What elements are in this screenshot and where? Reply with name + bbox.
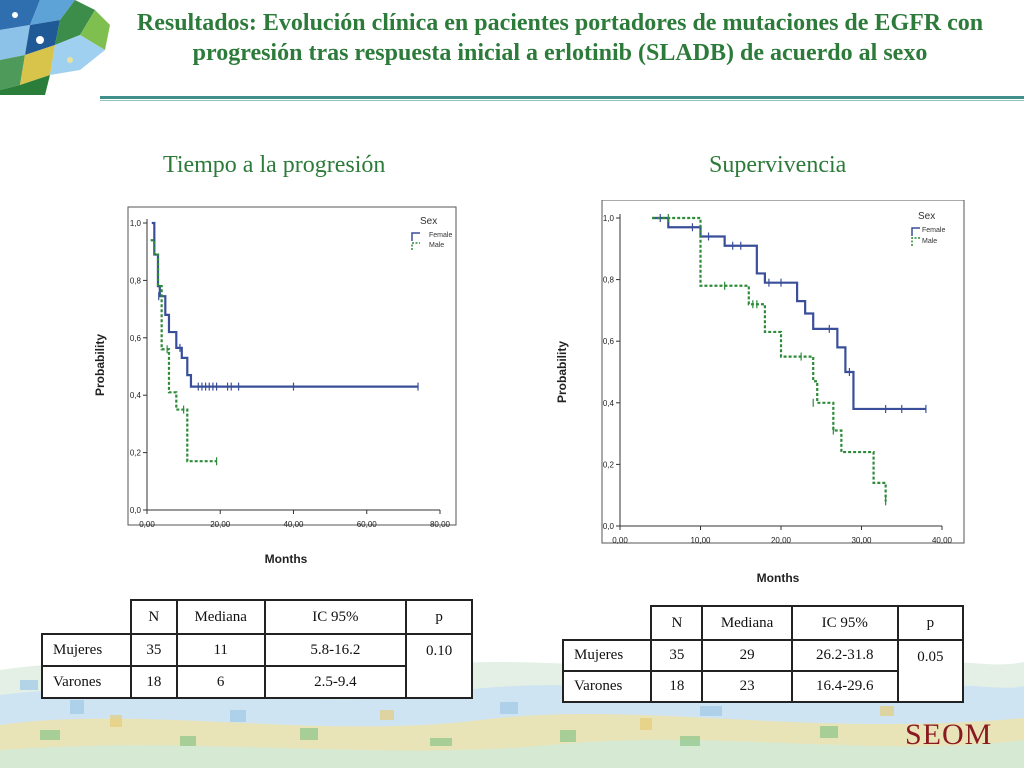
- y-tick-label: 0,0: [603, 522, 615, 531]
- page-title: Resultados: Evolución clínica en pacient…: [136, 10, 984, 66]
- cell-ci: 26.2-31.8: [790, 639, 899, 672]
- legend-swatch-female: [911, 227, 920, 236]
- row-label: Varones: [41, 665, 132, 699]
- legend-swatch-female: [411, 232, 420, 241]
- legend-title: Sex: [420, 216, 437, 227]
- header-n: N: [129, 599, 178, 635]
- y-tick-label: 1,0: [130, 219, 142, 228]
- cell-n: 35: [650, 639, 704, 672]
- y-tick-label: 1,0: [603, 214, 615, 223]
- km-chart-progression: 0,00 20,00 40,00 60,00 80,00 0,0 0,2 0,4 0,6 0,8 1…: [92, 195, 462, 575]
- table-row: Mujeres 35 29 26.2-31.8 0.05: [561, 639, 965, 703]
- stats-table-progression: N Mediana IC 95% p Mujeres 35 11 5.8-16.…: [41, 599, 473, 699]
- cell-ci: 2.5-9.4: [263, 665, 408, 699]
- row-label: Varones: [561, 670, 653, 703]
- legend-title: Sex: [918, 211, 935, 222]
- legend-swatch-male: [911, 237, 920, 246]
- x-tick-label: 30,00: [851, 536, 872, 545]
- x-tick-label: 80,00: [430, 520, 451, 529]
- table-row: Varones 18 23 16.4-29.6: [561, 670, 963, 703]
- y-tick-label: 0,8: [130, 276, 142, 285]
- table-corner: [563, 606, 653, 641]
- cell-median: 11: [175, 633, 266, 667]
- cell-median: 6: [175, 665, 266, 699]
- cell-n: 18: [129, 665, 178, 699]
- x-tick-label: 0,00: [139, 520, 155, 529]
- y-tick-label: 0,0: [130, 506, 142, 515]
- x-axis-label: Months: [757, 571, 800, 585]
- header-divider: [100, 96, 1024, 99]
- legend-swatch-male: [411, 242, 420, 250]
- x-tick-label: 10,00: [690, 536, 711, 545]
- x-axis-label: Months: [265, 552, 308, 566]
- y-tick-label: 0,2: [603, 460, 615, 469]
- table-corner: [42, 600, 132, 635]
- km-chart-progression-svg: 0,00 20,00 40,00 60,00 80,00 0,0 0,2 0,4 0,6 0,8 1…: [93, 206, 457, 566]
- y-tick-label: 0,4: [130, 391, 142, 400]
- row-label: Mujeres: [561, 639, 653, 672]
- x-tick-label: 20,00: [210, 520, 231, 529]
- y-tick-label: 0,8: [603, 276, 615, 285]
- x-tick-label: 60,00: [357, 520, 378, 529]
- table-row: Varones 18 6 2.5-9.4: [41, 665, 472, 699]
- legend-entry-female: Female: [922, 227, 945, 234]
- km-chart-survival-svg: 0,00 10,00 20,00 30,00 40,00 0,0 0,2 0,4 0,6 0,8 1…: [555, 200, 965, 585]
- mosaic-decoration-top: [0, 0, 110, 95]
- chart-2-title: Supervivencia: [709, 152, 847, 178]
- header-ci: IC 95%: [790, 605, 899, 641]
- legend-entry-male: Male: [429, 242, 444, 249]
- header-median: Mediana: [701, 605, 793, 641]
- x-tick-label: 40,00: [932, 536, 953, 545]
- stats-table-survival: N Mediana IC 95% p Mujeres 35 29 26.2-31…: [561, 605, 965, 703]
- y-tick-label: 0,2: [130, 449, 142, 458]
- cell-n: 35: [129, 633, 178, 667]
- table-row: Mujeres 35 11 5.8-16.2 0.10: [41, 633, 473, 699]
- x-tick-label: 20,00: [771, 536, 792, 545]
- seom-logo: SEOM: [905, 718, 993, 751]
- y-axis-label: Probability: [93, 334, 107, 396]
- y-tick-label: 0,4: [603, 399, 615, 408]
- header-ci: IC 95%: [263, 599, 408, 635]
- row-label: Mujeres: [41, 633, 132, 667]
- km-chart-survival: 0,00 10,00 20,00 30,00 40,00 0,0 0,2 0,4 0,6 0,8 1…: [554, 200, 969, 590]
- legend-entry-female: Female: [429, 232, 452, 239]
- x-tick-label: 0,00: [612, 536, 628, 545]
- cell-ci: 16.4-29.6: [790, 670, 899, 703]
- y-axis-label: Probability: [555, 341, 569, 403]
- y-tick-label: 0,6: [603, 337, 615, 346]
- legend-entry-male: Male: [922, 238, 937, 245]
- cell-n: 18: [650, 670, 704, 703]
- cell-ci: 5.8-16.2: [263, 633, 408, 667]
- cell-p: 0.05: [896, 639, 965, 703]
- header-divider-thin: [100, 100, 1024, 101]
- chart-1-title: Tiempo a la progresión: [163, 152, 386, 178]
- header-n: N: [650, 605, 704, 641]
- x-tick-label: 40,00: [283, 520, 304, 529]
- km-curve-male: [652, 216, 887, 502]
- y-tick-label: 0,6: [130, 334, 142, 343]
- cell-p: 0.10: [405, 633, 473, 699]
- cell-median: 23: [701, 670, 793, 703]
- header-p: p: [405, 599, 473, 635]
- cell-median: 29: [701, 639, 793, 672]
- header-median: Mediana: [175, 599, 266, 635]
- header-p: p: [896, 605, 965, 641]
